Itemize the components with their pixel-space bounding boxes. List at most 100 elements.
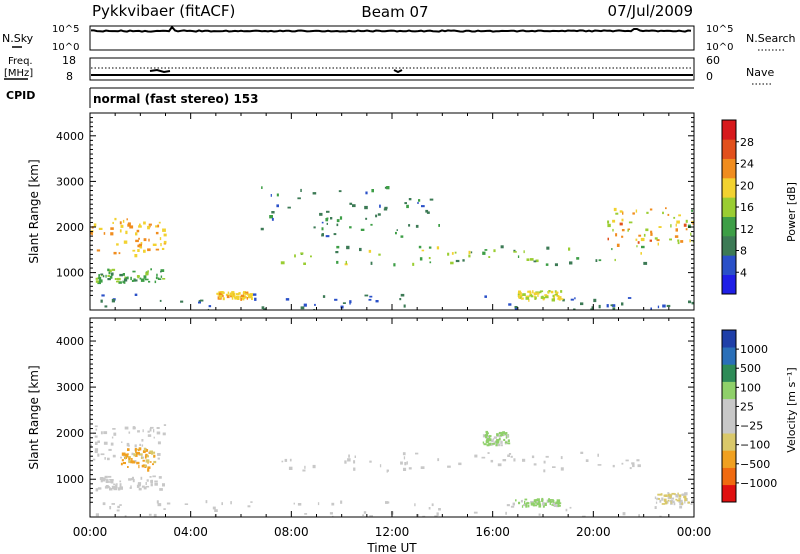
heatmap-cell <box>560 467 564 471</box>
heatmap-cell <box>497 443 501 447</box>
heatmap-cell <box>330 217 333 220</box>
heatmap-cell <box>676 220 680 224</box>
scatter-region-near-range <box>95 500 683 517</box>
heatmap-cell <box>319 212 323 216</box>
heatmap-cell <box>536 502 541 506</box>
heatmap-cell <box>147 248 151 252</box>
heatmap-cell <box>627 297 632 299</box>
heatmap-cell <box>538 504 542 508</box>
heatmap-cell <box>102 477 106 480</box>
heatmap-cell <box>101 294 105 297</box>
heatmap-cell <box>138 225 142 228</box>
heatmap-cell <box>348 454 350 458</box>
heatmap-cell <box>138 487 142 491</box>
heatmap-cell <box>93 223 97 227</box>
heatmap-cell <box>497 463 502 467</box>
scatter-region-upper-patches <box>260 186 440 238</box>
heatmap-cell <box>157 503 162 507</box>
heatmap-cell <box>157 457 160 460</box>
heatmap-cell <box>387 469 389 472</box>
heatmap-cell <box>687 501 690 504</box>
heatmap-cell <box>156 431 161 435</box>
heatmap-cell <box>105 480 109 483</box>
heatmap-cell <box>518 292 522 295</box>
heatmap-cell <box>573 308 576 310</box>
heatmap-cell <box>650 232 653 236</box>
heatmap-cell <box>671 500 675 504</box>
heatmap-cell <box>153 436 155 439</box>
heatmap-cell <box>100 479 103 483</box>
heatmap-cell <box>136 484 140 488</box>
heatmap-cell <box>536 292 540 295</box>
heatmap-cell <box>685 228 688 231</box>
heatmap-cell <box>607 237 609 241</box>
heatmap-cell <box>474 454 478 458</box>
heatmap-cell <box>126 276 129 280</box>
heatmap-cell <box>231 297 234 300</box>
heatmap-cell <box>240 294 245 297</box>
heatmap-cell <box>684 492 688 496</box>
heatmap-cell <box>247 295 252 299</box>
heatmap-cell <box>521 505 524 508</box>
heatmap-cell <box>155 231 159 235</box>
heatmap-cell <box>428 246 432 249</box>
heatmap-cell <box>534 504 538 507</box>
heatmap-cell <box>454 251 457 254</box>
heatmap-cell <box>675 228 678 232</box>
heatmap-cell <box>360 228 365 231</box>
colorbar-swatch <box>722 120 736 140</box>
heatmap-cell <box>488 442 492 446</box>
heatmap-cell <box>219 292 223 295</box>
heatmap-cell <box>111 272 114 276</box>
scatter-region-early-band-2 <box>95 268 166 285</box>
heatmap-cell <box>139 443 141 446</box>
heatmap-cell <box>665 207 667 210</box>
heatmap-cell <box>139 246 143 249</box>
heatmap-cell <box>661 503 666 505</box>
heatmap-cell <box>535 259 539 263</box>
heatmap-cell <box>198 300 201 303</box>
heatmap-cell <box>484 249 488 251</box>
power-panel: 1000 2000 3000 4000 Slant Range [km] <box>27 112 695 311</box>
heatmap-cell <box>110 232 114 236</box>
heatmap-cell <box>131 279 134 282</box>
heatmap-cell <box>677 241 680 245</box>
heatmap-cell <box>145 453 148 456</box>
heatmap-cell <box>485 432 489 435</box>
heatmap-cell <box>590 308 594 310</box>
heatmap-cell <box>438 508 441 511</box>
heatmap-cell <box>692 222 694 225</box>
nave-tick-top: 60 <box>706 54 720 67</box>
heatmap-cell <box>284 458 288 462</box>
heatmap-cell <box>627 228 630 231</box>
heatmap-cell <box>690 503 693 505</box>
heatmap-cell <box>95 277 99 280</box>
heatmap-cell <box>496 433 499 437</box>
heatmap-cell <box>108 271 111 275</box>
heatmap-cell <box>100 453 105 456</box>
heatmap-cell <box>314 303 316 306</box>
heatmap-cell <box>336 219 340 223</box>
heatmap-cell <box>109 506 112 510</box>
heatmap-cell <box>522 293 526 296</box>
heatmap-cell <box>226 295 230 299</box>
heatmap-cell <box>507 454 510 457</box>
heatmap-cell <box>162 432 166 436</box>
heatmap-cell <box>666 304 671 307</box>
heatmap-cell <box>136 275 140 278</box>
heatmap-cell <box>638 514 640 517</box>
heatmap-cell <box>349 300 352 304</box>
heatmap-cell <box>542 297 546 300</box>
heatmap-cell <box>97 487 102 490</box>
heatmap-cell <box>124 515 127 517</box>
heatmap-cell <box>336 223 339 227</box>
heatmap-cell <box>628 221 633 224</box>
colorbar-swatch <box>722 433 736 451</box>
heatmap-cell <box>689 239 691 243</box>
heatmap-cell <box>403 456 406 460</box>
freq-label-line2: [MHz] <box>4 68 33 79</box>
heatmap-cell <box>384 206 388 209</box>
heatmap-cell <box>481 456 486 459</box>
heatmap-cell <box>655 501 658 504</box>
colorbar-tick-label: 500 <box>740 362 761 375</box>
